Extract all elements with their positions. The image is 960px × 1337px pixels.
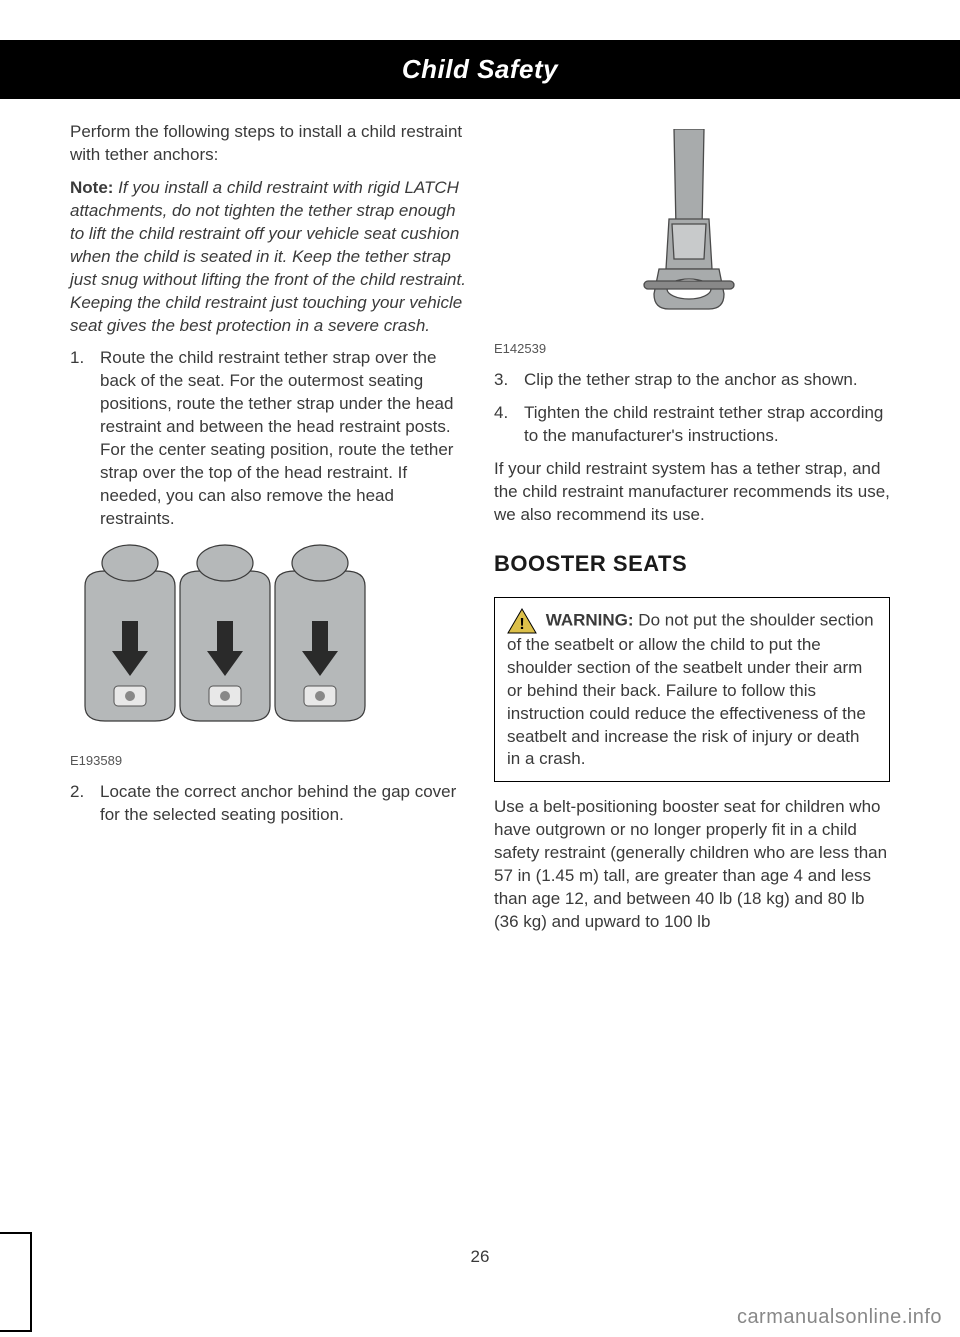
- page-number: 26: [0, 1247, 960, 1267]
- figure-seats: [70, 541, 466, 748]
- step-1-number: 1.: [70, 347, 100, 531]
- booster-paragraph: Use a belt-positioning booster seat for …: [494, 796, 890, 934]
- figure-anchor: [494, 129, 890, 336]
- note-text: If you install a child restraint with ri…: [70, 178, 466, 335]
- step-2: 2. Locate the correct anchor behind the …: [70, 781, 466, 827]
- step-1: 1. Route the child restraint tether stra…: [70, 347, 466, 531]
- step-4-text: Tighten the child restraint tether strap…: [524, 402, 890, 448]
- page: Child Safety Perform the following steps…: [0, 0, 960, 1337]
- step-4: 4. Tighten the child restraint tether st…: [494, 402, 890, 448]
- content-columns: Perform the following steps to install a…: [30, 121, 930, 944]
- header-title: Child Safety: [0, 40, 960, 99]
- step-1-text: Route the child restraint tether strap o…: [100, 347, 466, 531]
- anchor-diagram-icon: [624, 129, 754, 329]
- step-2-text: Locate the correct anchor behind the gap…: [100, 781, 466, 827]
- step-2-number: 2.: [70, 781, 100, 827]
- step-3: 3. Clip the tether strap to the anchor a…: [494, 369, 890, 392]
- note-label: Note:: [70, 178, 113, 197]
- step-4-number: 4.: [494, 402, 524, 448]
- left-column: Perform the following steps to install a…: [70, 121, 466, 944]
- right-column: E142539 3. Clip the tether strap to the …: [494, 121, 890, 944]
- warning-label: WARNING:: [546, 610, 634, 629]
- figure-anchor-label: E142539: [494, 340, 890, 358]
- intro-text: Perform the following steps to install a…: [70, 121, 466, 167]
- watermark: carmanualsonline.info: [737, 1306, 942, 1329]
- warning-text: Do not put the shoulder section of the s…: [507, 610, 874, 768]
- step-3-number: 3.: [494, 369, 524, 392]
- svg-text:!: !: [519, 616, 524, 633]
- seats-diagram-icon: [70, 541, 380, 741]
- tether-paragraph: If your child restraint system has a tet…: [494, 458, 890, 527]
- note-paragraph: Note: If you install a child restraint w…: [70, 177, 466, 338]
- step-3-text: Clip the tether strap to the anchor as s…: [524, 369, 890, 392]
- warning-box: ! WARNING: Do not put the shoulder secti…: [494, 597, 890, 783]
- figure-seats-label: E193589: [70, 752, 466, 770]
- warning-triangle-icon: !: [507, 608, 537, 634]
- booster-heading: BOOSTER SEATS: [494, 549, 890, 579]
- side-tab: [0, 1232, 32, 1332]
